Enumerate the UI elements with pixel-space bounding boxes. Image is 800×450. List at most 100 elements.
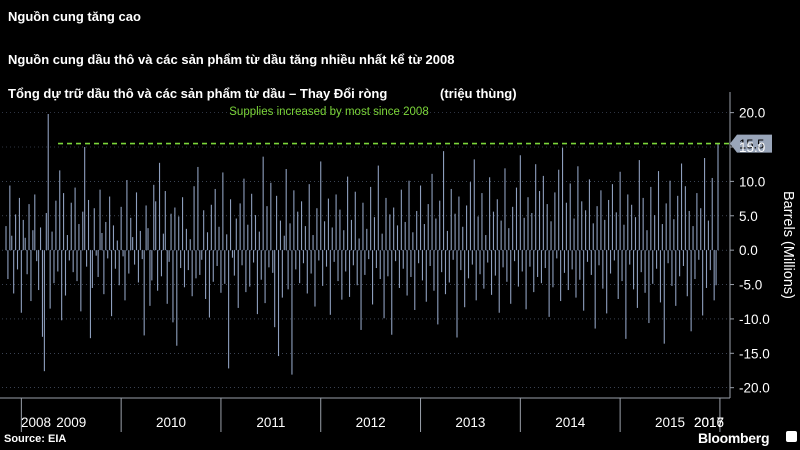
bar <box>18 197 20 251</box>
chart-title: Tổng dự trữ dầu thô và các sản phẩm từ d… <box>8 86 388 101</box>
bar <box>329 250 331 315</box>
bar <box>97 250 99 277</box>
bar <box>594 250 596 329</box>
bar <box>220 250 222 293</box>
bar <box>671 250 673 286</box>
bar <box>702 250 704 316</box>
bar <box>416 210 418 251</box>
bar <box>91 250 93 288</box>
bar <box>659 250 661 303</box>
bar <box>45 213 47 251</box>
bar <box>362 202 364 251</box>
bar <box>16 250 19 270</box>
bar <box>57 250 59 272</box>
bar <box>444 250 447 295</box>
bar <box>494 250 496 276</box>
bar <box>452 250 454 260</box>
bar <box>24 237 26 251</box>
bar <box>519 155 521 251</box>
brand-mark-icon <box>786 431 797 442</box>
bar <box>623 224 625 251</box>
bar <box>253 250 255 263</box>
bar <box>164 191 166 251</box>
bar <box>567 250 569 291</box>
bar <box>325 250 328 267</box>
bar <box>135 192 138 251</box>
bar <box>544 250 546 269</box>
bar <box>274 250 276 328</box>
bar <box>692 226 694 251</box>
bar <box>124 250 126 301</box>
bar <box>458 196 460 251</box>
bar <box>105 221 107 251</box>
bar <box>287 250 289 290</box>
bar <box>82 211 84 251</box>
bar <box>585 210 587 251</box>
bar <box>588 179 590 251</box>
bar <box>126 180 128 251</box>
bar <box>216 250 218 266</box>
bar <box>214 188 216 251</box>
bar <box>63 193 65 251</box>
bar <box>629 250 631 265</box>
bar <box>172 250 174 323</box>
bar <box>398 250 400 288</box>
bar <box>153 184 155 251</box>
bar <box>631 204 633 251</box>
bar <box>322 250 324 286</box>
bar <box>72 250 74 273</box>
bar <box>537 250 539 277</box>
bar <box>646 230 648 251</box>
bar <box>418 250 420 264</box>
bar <box>205 250 207 299</box>
bar <box>299 250 301 284</box>
bar <box>306 250 308 294</box>
bar <box>270 182 272 251</box>
bar <box>76 250 78 282</box>
bar <box>356 250 358 286</box>
bar <box>254 215 257 251</box>
bar <box>506 250 508 282</box>
bar <box>540 250 542 284</box>
bar <box>669 180 671 251</box>
bar <box>387 250 389 277</box>
bar <box>677 195 679 251</box>
bar <box>285 169 287 251</box>
bar <box>479 250 481 275</box>
bar <box>481 193 483 251</box>
bar <box>448 250 450 283</box>
bar <box>680 163 683 251</box>
bar <box>525 250 527 310</box>
bar <box>145 205 147 251</box>
bar <box>178 216 180 251</box>
bar <box>157 250 159 291</box>
bar <box>402 250 404 269</box>
bar <box>425 250 427 302</box>
bar <box>266 206 268 251</box>
bar <box>377 165 379 251</box>
bar <box>233 250 235 276</box>
bar <box>460 250 462 271</box>
bar <box>575 250 577 298</box>
bar <box>414 250 416 310</box>
bar <box>389 214 391 251</box>
bar <box>182 197 184 251</box>
bar <box>673 219 675 251</box>
bar <box>483 250 485 289</box>
bar <box>606 250 608 314</box>
bar <box>122 250 124 257</box>
bar <box>95 250 97 256</box>
bar <box>341 250 343 300</box>
bar <box>99 189 101 251</box>
bar <box>715 250 717 286</box>
bar <box>55 200 57 251</box>
y-tick-label: -15.0 <box>739 346 770 361</box>
bar <box>43 250 45 372</box>
bar <box>550 221 552 251</box>
bar <box>406 250 408 296</box>
bar <box>508 228 510 251</box>
bar <box>26 250 28 275</box>
bar <box>694 250 696 280</box>
bar <box>450 188 452 251</box>
